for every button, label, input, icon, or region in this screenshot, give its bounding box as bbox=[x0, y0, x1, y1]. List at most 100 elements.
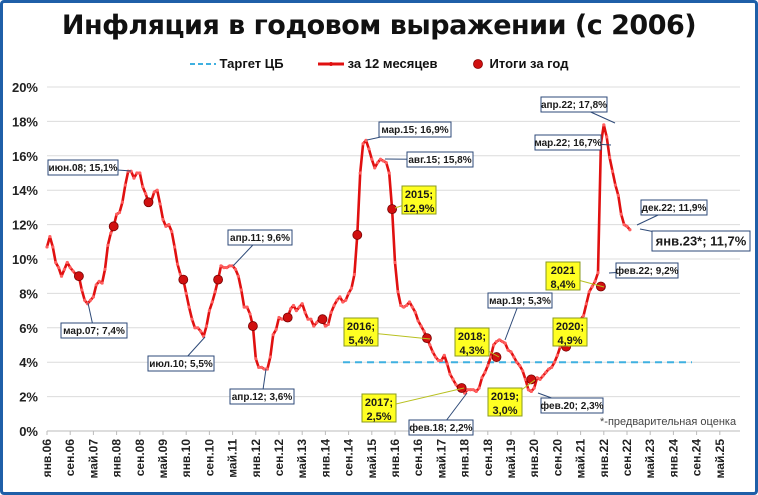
line-marker bbox=[193, 326, 197, 330]
y-tick-label: 20% bbox=[12, 80, 38, 95]
year-end-dot bbox=[282, 312, 293, 323]
line-marker bbox=[106, 243, 110, 247]
line-marker bbox=[88, 298, 93, 302]
line-marker bbox=[196, 326, 200, 330]
x-tick-label: сен.18 bbox=[481, 439, 495, 477]
line-marker bbox=[378, 157, 383, 161]
line-marker bbox=[262, 367, 267, 371]
line-marker bbox=[257, 365, 261, 369]
line-marker bbox=[451, 377, 455, 381]
svg-text:мар.19; 5,3%: мар.19; 5,3% bbox=[489, 296, 551, 307]
x-tick-label: май.15 bbox=[365, 439, 379, 479]
line-marker bbox=[370, 157, 374, 161]
line-marker bbox=[109, 231, 113, 235]
svg-text:апр.12; 3,6%: апр.12; 3,6% bbox=[232, 392, 293, 403]
line-marker bbox=[535, 376, 539, 380]
line-marker bbox=[271, 333, 275, 337]
svg-text:фев.18; 2,2%: фев.18; 2,2% bbox=[409, 422, 472, 434]
x-tick-label: сен.24 bbox=[690, 439, 704, 477]
line-marker bbox=[59, 274, 64, 278]
line-marker bbox=[332, 303, 336, 308]
line-marker bbox=[581, 314, 586, 318]
line-marker bbox=[199, 329, 203, 333]
line-marker bbox=[309, 317, 313, 321]
year-end-dot bbox=[74, 271, 84, 282]
line-marker bbox=[608, 155, 612, 160]
line-marker bbox=[367, 147, 371, 151]
line-marker bbox=[68, 266, 72, 270]
x-tick-label: май.25 bbox=[713, 439, 727, 479]
svg-text:4,3%: 4,3% bbox=[459, 345, 484, 357]
x-tick-label: май.09 bbox=[156, 439, 170, 479]
line-marker bbox=[97, 279, 101, 283]
line-marker bbox=[503, 341, 507, 345]
line-marker bbox=[616, 193, 620, 197]
svg-text:янв.23*; 11,7%: янв.23*; 11,7% bbox=[656, 234, 747, 249]
line-marker bbox=[625, 224, 629, 228]
line-marker bbox=[303, 310, 307, 314]
line-marker bbox=[587, 290, 591, 294]
y-tick-label: 0% bbox=[19, 424, 38, 439]
legend-label-12m: за 12 месяцев bbox=[347, 56, 438, 71]
y-tick-label: 14% bbox=[12, 183, 38, 198]
annotation-callout: 2017; 2,5% bbox=[361, 387, 465, 423]
x-tick-label: май.19 bbox=[504, 439, 518, 479]
line-marker bbox=[219, 264, 223, 268]
annotation-callout: апр.22; 17,8% bbox=[540, 96, 616, 124]
x-tick-label: янв.20 bbox=[527, 439, 541, 478]
line-marker bbox=[381, 159, 385, 163]
annotation-callout: авг.15; 15,8% bbox=[384, 151, 474, 168]
line-marker bbox=[344, 298, 348, 302]
line-marker bbox=[268, 355, 272, 359]
line-marker bbox=[376, 161, 380, 165]
x-tick-label: янв.22 bbox=[597, 439, 611, 478]
x-tick-label: май.07 bbox=[86, 439, 100, 479]
line-marker bbox=[117, 210, 122, 215]
line-marker bbox=[526, 388, 531, 392]
line-marker bbox=[51, 245, 55, 249]
line-marker bbox=[190, 317, 194, 321]
line-marker bbox=[158, 202, 162, 206]
year-end-dot bbox=[456, 383, 467, 393]
y-tick-label: 10% bbox=[12, 252, 38, 267]
inflation-12m-line bbox=[45, 123, 631, 395]
line-marker bbox=[454, 382, 458, 387]
line-marker bbox=[239, 288, 243, 292]
annotation-callout: 2021 8,4% bbox=[545, 261, 605, 291]
svg-text:2018;: 2018; bbox=[458, 331, 486, 343]
line-marker bbox=[405, 303, 409, 308]
line-marker bbox=[213, 290, 217, 294]
line-marker bbox=[341, 300, 345, 304]
dashed-line-icon bbox=[189, 62, 216, 65]
line-marker bbox=[65, 260, 69, 265]
line-marker bbox=[135, 171, 139, 175]
line-marker bbox=[483, 370, 487, 375]
legend-label-target: Таргет ЦБ bbox=[219, 56, 284, 71]
line-marker bbox=[294, 309, 298, 313]
line-marker bbox=[71, 269, 75, 273]
annotation-callout: мар.22; 16,7% bbox=[534, 134, 612, 151]
year-end-dot bbox=[178, 274, 189, 285]
line-marker bbox=[57, 266, 61, 270]
x-tick-label: сен.06 bbox=[63, 439, 77, 477]
svg-text:июн.08; 15,1%: июн.08; 15,1% bbox=[48, 163, 117, 174]
line-marker bbox=[184, 291, 188, 295]
annotation-callout: янв.23*; 11,7% bbox=[639, 228, 751, 252]
svg-text:фев.22; 9,2%: фев.22; 9,2% bbox=[615, 265, 678, 277]
annotation-callout: 2018; 4,3% bbox=[454, 327, 500, 358]
line-marker bbox=[480, 376, 484, 380]
line-marker bbox=[445, 362, 449, 366]
line-marker bbox=[590, 284, 594, 289]
line-marker bbox=[428, 343, 432, 347]
x-tick-label: янв.24 bbox=[666, 439, 680, 478]
x-tick-label: май.17 bbox=[434, 439, 448, 479]
x-tick-label: сен.12 bbox=[272, 439, 286, 477]
line-marker bbox=[312, 324, 316, 328]
line-marker bbox=[500, 339, 504, 344]
line-marker bbox=[610, 169, 615, 173]
line-marker bbox=[384, 161, 388, 165]
line-marker bbox=[187, 305, 191, 309]
line-marker bbox=[413, 310, 417, 314]
line-marker bbox=[373, 166, 377, 170]
